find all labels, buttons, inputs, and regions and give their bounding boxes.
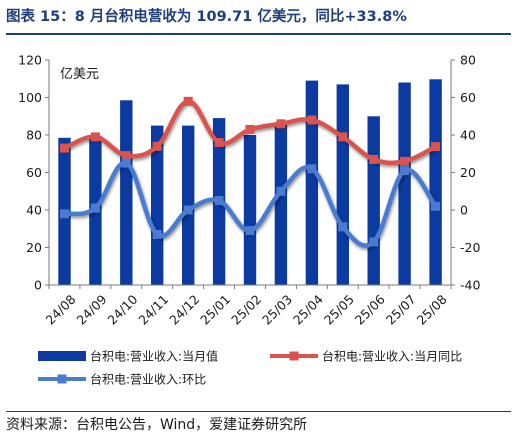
source-rule (6, 411, 511, 412)
legend-monthly-revenue-label: 台积电:营业收入:当月值 (90, 349, 218, 364)
legend-mom-label: 台积电:营业收入:环比 (90, 372, 206, 387)
mom-point-24-10 (121, 158, 131, 168)
left-tick-label: 0 (34, 278, 42, 293)
right-tick-label: 0 (460, 203, 468, 218)
x-tick-label: 24/10 (104, 292, 140, 328)
bar-25-03 (274, 123, 288, 286)
title-rule (6, 33, 511, 35)
bar-24-11 (151, 125, 164, 285)
right-tick-label: 20 (460, 165, 476, 180)
yoy-point-24-08 (60, 143, 69, 153)
mom-point-24-12 (183, 205, 193, 215)
yoy-point-25-04 (307, 115, 317, 125)
mom-point-25-02 (245, 226, 255, 236)
mom-point-25-04 (307, 164, 317, 174)
yoy-point-25-02 (245, 124, 255, 134)
mom-point-25-06 (369, 237, 379, 247)
legend-mom: 台积电:营业收入:环比 (38, 372, 206, 387)
x-tick-label: 25/05 (321, 292, 357, 328)
yoy-point-25-05 (338, 132, 348, 142)
mom-point-25-03 (276, 186, 286, 196)
x-tick-label: 25/03 (259, 292, 295, 328)
yoy-point-24-10 (121, 151, 131, 161)
yoy-point-25-07 (400, 156, 410, 166)
left-tick-label: 60 (26, 165, 42, 180)
lines-layer (60, 96, 440, 248)
mom-point-25-01 (214, 196, 224, 206)
x-tick-label: 25/04 (290, 292, 326, 328)
x-tick-label: 25/01 (197, 292, 233, 328)
right-tick-label: 80 (460, 53, 476, 68)
bar-25-02 (243, 135, 257, 285)
mom-point-24-11 (152, 229, 162, 239)
left-tick-label: 120 (18, 53, 42, 68)
x-tick-label: 24/11 (135, 292, 171, 328)
bar-24-10 (120, 100, 133, 285)
left-axis-unit: 亿美元 (60, 67, 99, 82)
right-tick-label: 40 (460, 128, 476, 143)
right-tick-label: 60 (460, 90, 476, 105)
x-tick-label: 24/09 (73, 292, 109, 328)
bar-24-12 (182, 125, 195, 285)
legend-yoy-marker (289, 351, 299, 361)
chart-title: 图表 15：8 月台积电营收为 109.71 亿美元，同比+33.8% (6, 9, 407, 25)
yoy-point-24-11 (152, 141, 162, 151)
yoy-point-24-09 (90, 132, 100, 142)
legend-mom-marker (57, 374, 67, 384)
left-tick-label: 40 (26, 203, 42, 218)
x-tick-label: 25/02 (228, 292, 264, 328)
mom-point-25-07 (400, 166, 410, 176)
bar-25-04 (305, 80, 319, 285)
bar-25-05 (336, 84, 349, 286)
right-tick-label: -40 (460, 278, 480, 293)
left-tick-label: 80 (26, 128, 42, 143)
x-tick-label: 25/07 (383, 292, 419, 328)
x-tick-label: 25/08 (414, 292, 450, 328)
legend-monthly-revenue-swatch (38, 351, 86, 361)
right-tick-label: -20 (460, 240, 480, 255)
legend-yoy: 台积电:营业收入:当月同比 (270, 349, 462, 364)
yoy-point-25-06 (369, 154, 379, 164)
mom-point-25-08 (431, 201, 440, 211)
yoy-point-25-08 (431, 142, 440, 152)
yoy-point-25-01 (214, 138, 224, 147)
bar-25-07 (398, 82, 411, 285)
yoy-point-25-03 (276, 119, 286, 129)
legend-monthly-revenue: 台积电:营业收入:当月值 (38, 349, 218, 364)
x-tick-label: 24/08 (43, 292, 79, 328)
yoy-point-24-12 (183, 96, 193, 106)
x-tick-label: 24/12 (166, 292, 202, 328)
bar-25-08 (429, 79, 442, 285)
left-tick-label: 100 (18, 90, 42, 105)
bar-25-06 (367, 116, 380, 286)
mom-point-25-05 (338, 222, 348, 232)
mom-point-24-09 (90, 203, 100, 213)
x-tick-label: 25/06 (352, 292, 388, 328)
left-tick-label: 20 (26, 240, 42, 255)
mom-point-24-08 (60, 209, 69, 219)
legend-yoy-label: 台积电:营业收入:当月同比 (322, 349, 462, 364)
bars-layer (58, 79, 442, 286)
source-note: 资料来源：台积电公告，Wind，爱建证券研究所 (6, 417, 308, 433)
